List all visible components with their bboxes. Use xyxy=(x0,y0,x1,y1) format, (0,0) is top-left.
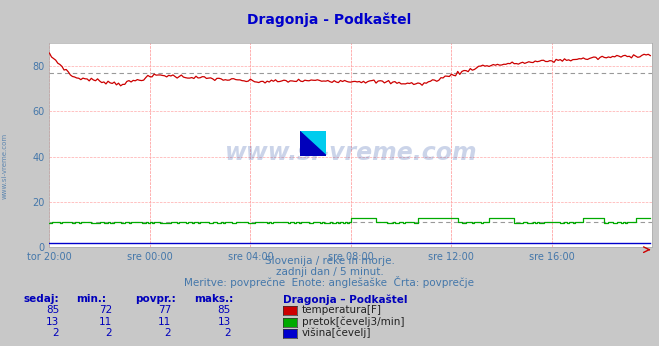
Text: 85: 85 xyxy=(46,306,59,315)
Text: Meritve: povprečne  Enote: anglešaške  Črta: povprečje: Meritve: povprečne Enote: anglešaške Črt… xyxy=(185,276,474,288)
Text: min.:: min.: xyxy=(76,294,106,304)
Text: 72: 72 xyxy=(99,306,112,315)
Text: www.si-vreme.com: www.si-vreme.com xyxy=(225,142,477,165)
Text: 13: 13 xyxy=(217,317,231,327)
Text: temperatura[F]: temperatura[F] xyxy=(302,306,382,315)
Text: 2: 2 xyxy=(53,328,59,338)
Text: 2: 2 xyxy=(165,328,171,338)
Text: www.si-vreme.com: www.si-vreme.com xyxy=(1,133,8,199)
Text: 2: 2 xyxy=(224,328,231,338)
Text: 11: 11 xyxy=(158,317,171,327)
Text: 13: 13 xyxy=(46,317,59,327)
Text: povpr.:: povpr.: xyxy=(135,294,176,304)
Text: Slovenija / reke in morje.: Slovenija / reke in morje. xyxy=(264,256,395,266)
Text: pretok[čevelj3/min]: pretok[čevelj3/min] xyxy=(302,317,405,327)
Text: sedaj:: sedaj: xyxy=(23,294,59,304)
Text: zadnji dan / 5 minut.: zadnji dan / 5 minut. xyxy=(275,267,384,276)
Text: Dragonja – Podkaštel: Dragonja – Podkaštel xyxy=(283,294,408,304)
Polygon shape xyxy=(300,131,326,156)
Text: 77: 77 xyxy=(158,306,171,315)
Text: 2: 2 xyxy=(105,328,112,338)
Text: maks.:: maks.: xyxy=(194,294,234,304)
Polygon shape xyxy=(300,131,326,156)
Text: višina[čevelj]: višina[čevelj] xyxy=(302,328,371,338)
Text: 85: 85 xyxy=(217,306,231,315)
Text: Dragonja - Podkaštel: Dragonja - Podkaštel xyxy=(247,13,412,27)
Text: 11: 11 xyxy=(99,317,112,327)
